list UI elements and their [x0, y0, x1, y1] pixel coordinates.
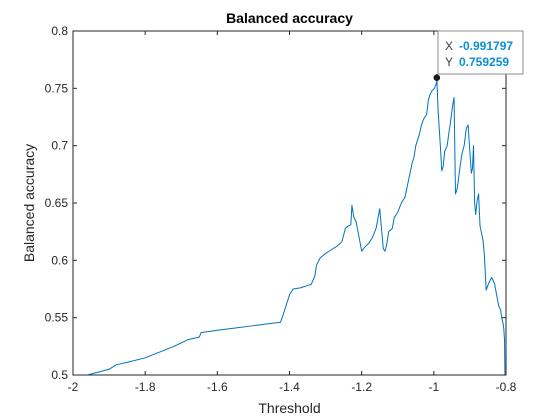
x-tick-label: -0.8: [496, 380, 517, 394]
x-tick-label: -1.8: [135, 380, 156, 394]
y-tick-label: 0.6: [51, 253, 68, 267]
data-tip[interactable]: X -0.991797 Y 0.759259: [433, 30, 524, 82]
data-tip-x-value: -0.991797: [459, 39, 513, 53]
y-tick-label: 0.55: [45, 311, 69, 325]
x-tick-label: -1.2: [351, 380, 372, 394]
y-tick-label: 0.8: [51, 24, 68, 38]
x-axis: -2 -1.8 -1.6 -1.4 -1.2 -1 -0.8: [68, 31, 517, 394]
y-tick-label: 0.5: [51, 368, 68, 382]
x-tick-label: -1: [428, 380, 439, 394]
y-tick-label: 0.7: [51, 139, 68, 153]
x-tick-label: -2: [68, 380, 79, 394]
data-tip-y-value: 0.759259: [459, 55, 509, 69]
x-axis-label: Threshold: [258, 400, 320, 416]
series-line: [87, 77, 506, 376]
y-axis-label: Balanced accuracy: [21, 144, 37, 262]
y-tick-label: 0.75: [45, 81, 69, 95]
plot-area[interactable]: -2 -1.8 -1.6 -1.4 -1.2 -1 -0.8 0.50.550.60.650…: [45, 24, 517, 394]
axes-box: [72, 30, 507, 376]
data-tip-y-key: Y: [445, 55, 453, 69]
x-tick-label: -1.6: [207, 380, 228, 394]
y-axis: 0.5 0.55 0.6 0.65 0.7 0.75 0.8: [45, 24, 506, 382]
data-tip-x-key: X: [445, 39, 453, 53]
x-tick-label: -1.4: [279, 380, 300, 394]
axes-background: [73, 31, 506, 375]
chart-title: Balanced accuracy: [226, 10, 353, 26]
data-tip-box: [437, 30, 524, 75]
y-tick-label: 0.65: [45, 196, 69, 210]
data-tip-marker[interactable]: [433, 74, 441, 82]
